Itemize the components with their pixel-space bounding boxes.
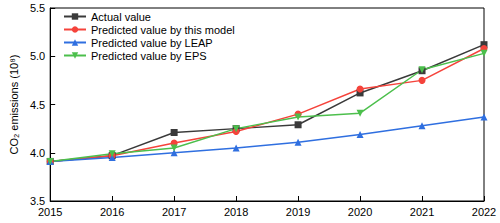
svg-text:4.0: 4.0 (30, 147, 45, 159)
svg-text:Predicted value by LEAP: Predicted value by LEAP (91, 37, 213, 49)
svg-text:2022: 2022 (472, 206, 496, 218)
svg-text:5.5: 5.5 (30, 2, 45, 14)
svg-text:3.5: 3.5 (29, 195, 46, 207)
svg-text:2019: 2019 (286, 206, 310, 218)
svg-text:5.0: 5.0 (30, 50, 45, 62)
svg-text:2017: 2017 (162, 206, 186, 218)
svg-text:2020: 2020 (348, 206, 372, 218)
svg-text:CO₂ emissions (10⁸): CO₂ emissions (10⁸) (8, 55, 20, 155)
svg-text:2015: 2015 (38, 206, 62, 218)
svg-text:2021: 2021 (410, 206, 434, 218)
svg-text:2018: 2018 (224, 206, 248, 218)
svg-text:Predicted value by this model: Predicted value by this model (91, 24, 235, 36)
svg-text:4.5: 4.5 (30, 99, 45, 111)
svg-text:Actual value: Actual value (91, 11, 151, 23)
svg-text:Predicted value by EPS: Predicted value by EPS (91, 50, 207, 62)
svg-text:2016: 2016 (100, 206, 124, 218)
